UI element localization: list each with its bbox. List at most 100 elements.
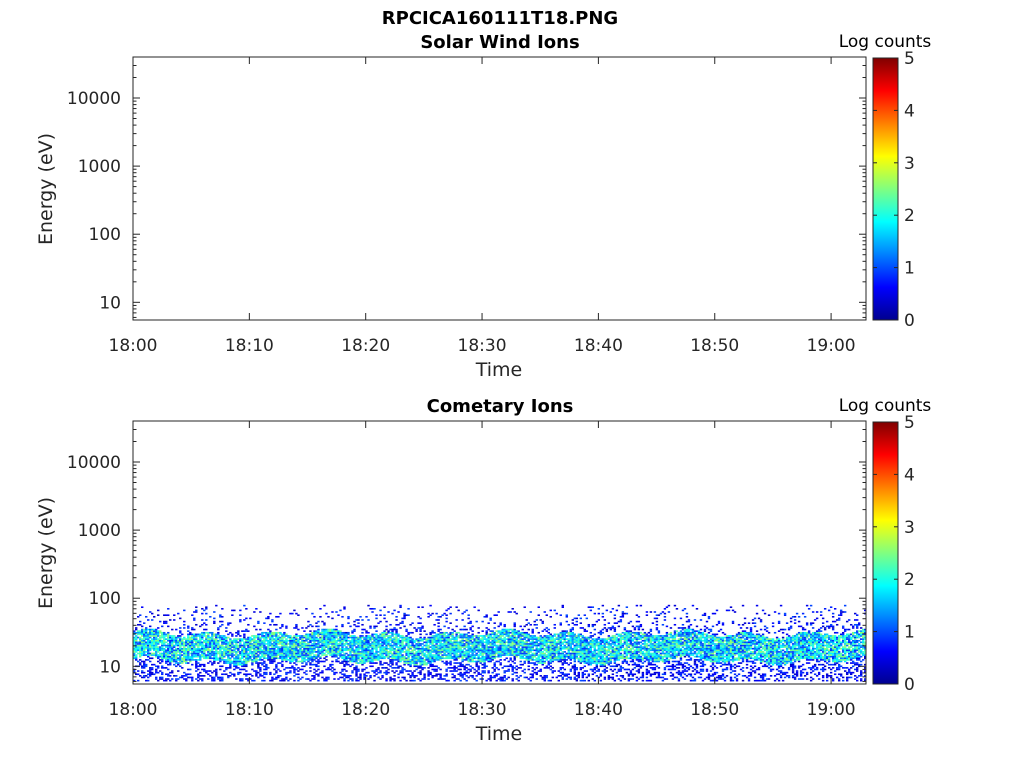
heatmap-cell <box>413 649 416 652</box>
heatmap-cell <box>491 641 494 644</box>
heatmap-cell <box>179 665 182 668</box>
heatmap-cell <box>201 663 204 666</box>
heatmap-cell <box>409 670 412 672</box>
heatmap-cell <box>227 641 230 644</box>
heatmap-cell <box>259 662 262 664</box>
heatmap-cell <box>331 651 334 653</box>
heatmap-cell <box>241 646 244 648</box>
heatmap-cell <box>157 631 160 634</box>
heatmap-cell <box>291 649 294 652</box>
heatmap-cell <box>205 623 208 626</box>
heatmap-cell <box>521 641 524 644</box>
heatmap-cell <box>275 633 278 636</box>
heatmap-cell <box>391 612 394 615</box>
heatmap-cell <box>237 651 240 653</box>
heatmap-cell <box>457 609 460 612</box>
heatmap-cell <box>379 649 382 652</box>
heatmap-cell <box>227 657 230 660</box>
heatmap-cell <box>193 649 196 652</box>
heatmap-cell <box>439 678 442 680</box>
heatmap-cell <box>247 647 250 650</box>
heatmap-cell <box>511 639 514 642</box>
heatmap-cell <box>561 647 564 650</box>
heatmap-cell <box>563 644 566 647</box>
heatmap-cell <box>201 631 204 634</box>
heatmap-cell <box>405 636 408 639</box>
heatmap-cell <box>239 663 242 666</box>
heatmap-cell <box>357 622 360 624</box>
heatmap-cell <box>161 636 164 639</box>
heatmap-cell <box>245 660 248 663</box>
heatmap-cell <box>189 646 192 648</box>
heatmap-cell <box>535 652 538 655</box>
heatmap-cell <box>361 643 364 645</box>
heatmap-cell <box>577 643 581 645</box>
heatmap-cell <box>573 657 576 660</box>
heatmap-cell <box>291 641 294 644</box>
heatmap-cell <box>365 651 368 653</box>
heatmap-cell <box>569 649 572 652</box>
heatmap-cell <box>429 663 432 666</box>
heatmap-cell <box>179 676 182 679</box>
heatmap-cell <box>257 633 260 636</box>
heatmap-cell <box>343 638 346 640</box>
heatmap-cell <box>153 639 156 642</box>
heatmap-cell <box>339 644 342 647</box>
heatmap-cell <box>459 668 462 671</box>
heatmap-cell <box>293 643 296 645</box>
heatmap-cell <box>317 633 320 636</box>
heatmap-cell <box>477 667 480 669</box>
heatmap-cell <box>287 654 290 656</box>
heatmap-cell <box>457 655 460 658</box>
heatmap-cell <box>539 643 542 645</box>
heatmap-cell <box>455 649 458 652</box>
heatmap-cell <box>359 647 362 650</box>
heatmap-cell <box>387 647 390 650</box>
heatmap-cell <box>545 649 548 652</box>
heatmap-cell <box>387 638 390 640</box>
heatmap-cell <box>503 647 506 650</box>
heatmap-cell <box>285 627 288 629</box>
heatmap-cell <box>271 678 274 680</box>
heatmap-cell <box>569 639 572 642</box>
heatmap-cell <box>361 636 364 639</box>
heatmap-cell <box>515 652 518 655</box>
heatmap-cell <box>443 657 446 660</box>
heatmap-cell <box>353 639 356 642</box>
heatmap-cell <box>403 678 406 680</box>
heatmap-cell <box>187 662 190 664</box>
heatmap-cell <box>527 639 530 642</box>
heatmap-cell <box>533 636 536 639</box>
heatmap-cell <box>475 643 478 645</box>
heatmap-cell <box>311 655 314 658</box>
heatmap-cell <box>189 657 192 660</box>
heatmap-cell <box>559 659 562 661</box>
heatmap-cell <box>547 663 550 666</box>
heatmap-cell <box>407 649 410 652</box>
heatmap-cell <box>489 660 492 663</box>
heatmap-cell <box>493 622 496 624</box>
heatmap-cell <box>233 668 236 671</box>
heatmap-cell <box>383 657 386 660</box>
heatmap-cell <box>485 644 488 647</box>
heatmap-cell <box>227 647 230 650</box>
heatmap-cell <box>327 676 330 679</box>
heatmap-cell <box>495 679 498 682</box>
heatmap-cell <box>141 633 144 636</box>
heatmap-cell <box>399 671 402 674</box>
heatmap-cell <box>151 657 154 660</box>
heatmap-cell <box>317 652 320 655</box>
heatmap-cell <box>459 649 462 652</box>
heatmap-cell <box>167 660 170 663</box>
heatmap-cell <box>561 655 564 658</box>
heatmap-cell <box>173 639 176 642</box>
heatmap-cell <box>355 639 358 642</box>
heatmap-cell <box>405 659 408 661</box>
heatmap-cell <box>575 623 578 626</box>
heatmap-cell <box>269 655 272 658</box>
heatmap-cell <box>501 639 504 642</box>
heatmap-cell <box>191 628 194 631</box>
heatmap-cell <box>369 625 372 628</box>
heatmap-cell <box>235 647 238 650</box>
heatmap-cell <box>203 631 206 634</box>
